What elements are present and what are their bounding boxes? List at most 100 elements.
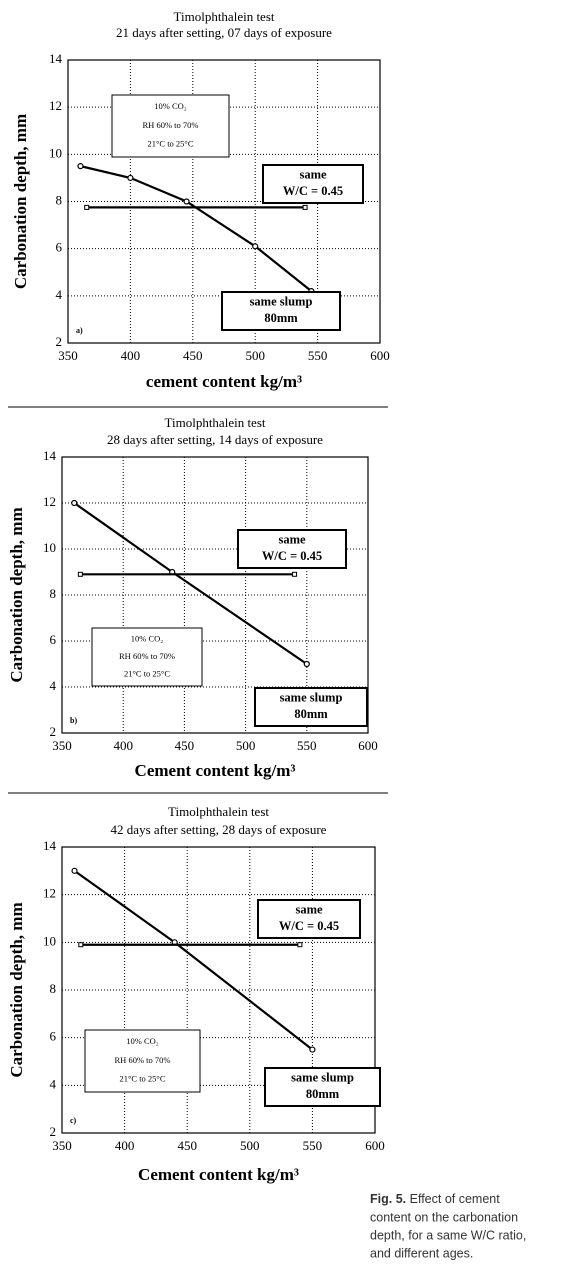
series-line (73, 869, 314, 1051)
chart-subtitle: 21 days after setting, 07 days of exposu… (116, 25, 332, 40)
point-marker (84, 204, 90, 210)
caption-line: and different ages. (370, 1246, 473, 1260)
caption-label: Fig. 5. (370, 1192, 406, 1206)
annotation-text: RH 60% to 70% (143, 120, 199, 130)
annotation-box (111, 94, 230, 158)
x-tick-label: 450 (177, 1138, 197, 1153)
point-marker (71, 867, 78, 874)
annotation-text: 80mm (294, 707, 328, 721)
annotation-text: W/C = 0.45 (279, 919, 339, 933)
y-tick-label: 10 (49, 145, 62, 160)
y-tick-label: 10 (43, 540, 56, 555)
point-marker (297, 942, 303, 948)
y-tick-label: 2 (50, 1124, 57, 1139)
plot-frame (61, 846, 376, 1134)
y-tick-label: 2 (50, 724, 57, 739)
x-tick-label: 600 (365, 1138, 385, 1153)
annotation-box (257, 899, 361, 939)
x-tick-label: 500 (236, 738, 256, 753)
annotation-text: 21°C to 25°C (120, 1074, 166, 1084)
annotation-text: 10% CO₂ (126, 1036, 159, 1046)
annotation-box (262, 164, 364, 204)
point-marker (77, 163, 84, 170)
annotation-text: 21°C to 25°C (148, 139, 194, 149)
plot-frame (67, 59, 381, 344)
annotation-box (254, 687, 368, 727)
x-tick-label: 400 (121, 348, 141, 363)
annotation-text: RH 60% to 70% (115, 1055, 171, 1065)
annotation-box (84, 1029, 201, 1093)
chart-title: Timolphthalein test (174, 9, 275, 24)
annotation-text: 80mm (306, 1087, 340, 1101)
y-tick-label: 6 (50, 632, 57, 647)
point-marker (252, 243, 259, 250)
x-tick-label: 550 (308, 348, 328, 363)
y-tick-label: 12 (43, 494, 56, 509)
x-tick-label: 450 (183, 348, 203, 363)
x-tick-label: 600 (358, 738, 378, 753)
annotation-text: same (278, 533, 306, 547)
y-axis-label: Carbonation depth, mm (11, 114, 30, 289)
chart-subtitle: 42 days after setting, 28 days of exposu… (111, 822, 327, 837)
annotation-text: 21°C to 25°C (124, 669, 170, 679)
annotation-text: same (295, 903, 323, 917)
x-axis-label: Cement content kg/m³ (138, 1165, 299, 1184)
y-tick-label: 4 (56, 287, 63, 302)
x-tick-label: 450 (175, 738, 195, 753)
annotation-text: same slump (250, 295, 313, 309)
annotation-text: same slump (280, 691, 343, 705)
annotation-box (221, 291, 341, 331)
caption-line: depth, for a same W/C ratio, (370, 1228, 526, 1242)
y-axis-label: Carbonation depth, mm (7, 507, 26, 682)
point-marker (303, 660, 310, 668)
chart-subtitle: 28 days after setting, 14 days of exposu… (107, 432, 323, 447)
y-tick-label: 14 (43, 448, 57, 463)
y-tick-label: 14 (43, 838, 57, 853)
x-tick-label: 350 (58, 348, 78, 363)
x-tick-label: 500 (240, 1138, 260, 1153)
annotation-text: 10% CO₂ (154, 101, 187, 111)
annotation-text: same (299, 168, 327, 182)
panel-label: c) (70, 1116, 77, 1125)
annotation-text: W/C = 0.45 (283, 184, 343, 198)
panel-label: b) (70, 716, 77, 725)
y-tick-label: 12 (43, 886, 56, 901)
x-axis-label: cement content kg/m³ (146, 372, 302, 391)
caption-text: Effect of cement (410, 1192, 501, 1206)
annotation-box (264, 1067, 381, 1107)
x-tick-label: 350 (52, 1138, 72, 1153)
annotation-text: same slump (291, 1071, 354, 1085)
x-tick-label: 600 (370, 348, 390, 363)
y-axis-label: Carbonation depth, mm (7, 902, 26, 1077)
x-axis-label: Cement content kg/m³ (135, 761, 296, 780)
y-tick-label: 12 (49, 98, 62, 113)
annotation-text: RH 60% to 70% (119, 651, 175, 661)
y-tick-label: 14 (49, 51, 63, 66)
caption-line: Fig. 5. Effect of cement (370, 1192, 500, 1206)
point-marker (71, 499, 78, 507)
point-marker (127, 174, 134, 182)
y-tick-label: 6 (50, 1029, 57, 1044)
point-marker (292, 571, 298, 577)
point-marker (183, 198, 190, 205)
point-marker (302, 204, 308, 210)
y-tick-label: 8 (56, 192, 63, 207)
annotation-box (91, 627, 203, 687)
x-tick-label: 500 (245, 348, 265, 363)
point-marker (78, 942, 84, 948)
x-tick-label: 550 (303, 1138, 323, 1153)
caption-line: content on the carbonation (370, 1210, 518, 1224)
y-tick-label: 8 (50, 981, 57, 996)
annotation-text: 80mm (264, 311, 298, 325)
x-tick-label: 350 (52, 738, 72, 753)
panel-label: a) (76, 326, 83, 335)
y-tick-label: 10 (43, 933, 56, 948)
y-tick-label: 6 (56, 240, 63, 255)
chart-title: Timolphthalein test (168, 804, 269, 819)
y-tick-label: 4 (50, 678, 57, 693)
point-marker (309, 1046, 316, 1053)
plot-frame (61, 456, 369, 734)
y-tick-label: 4 (50, 1076, 57, 1091)
x-tick-label: 550 (297, 738, 317, 753)
